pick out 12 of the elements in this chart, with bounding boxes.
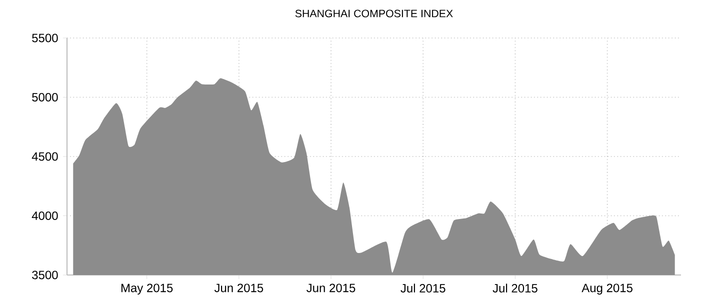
y-tick-label: 4000 (32, 211, 58, 220)
y-tick-label: 5000 (32, 92, 58, 102)
x-tick-label: Jun 2015 (214, 284, 264, 292)
x-tick-label: Jul 2015 (400, 284, 446, 293)
chart-title: SHANGHAI COMPOSITE INDEX (295, 10, 453, 18)
x-tick-label: May 2015 (121, 284, 173, 295)
x-tick-label: Jun 2015 (306, 284, 356, 292)
y-tick-label: 5500 (32, 34, 58, 42)
x-tick-label: Aug 2015 (582, 284, 632, 295)
y-tick-label: 3500 (32, 270, 58, 280)
x-tick-label: Jul 2015 (492, 284, 538, 293)
y-tick-label: 4500 (32, 152, 58, 161)
